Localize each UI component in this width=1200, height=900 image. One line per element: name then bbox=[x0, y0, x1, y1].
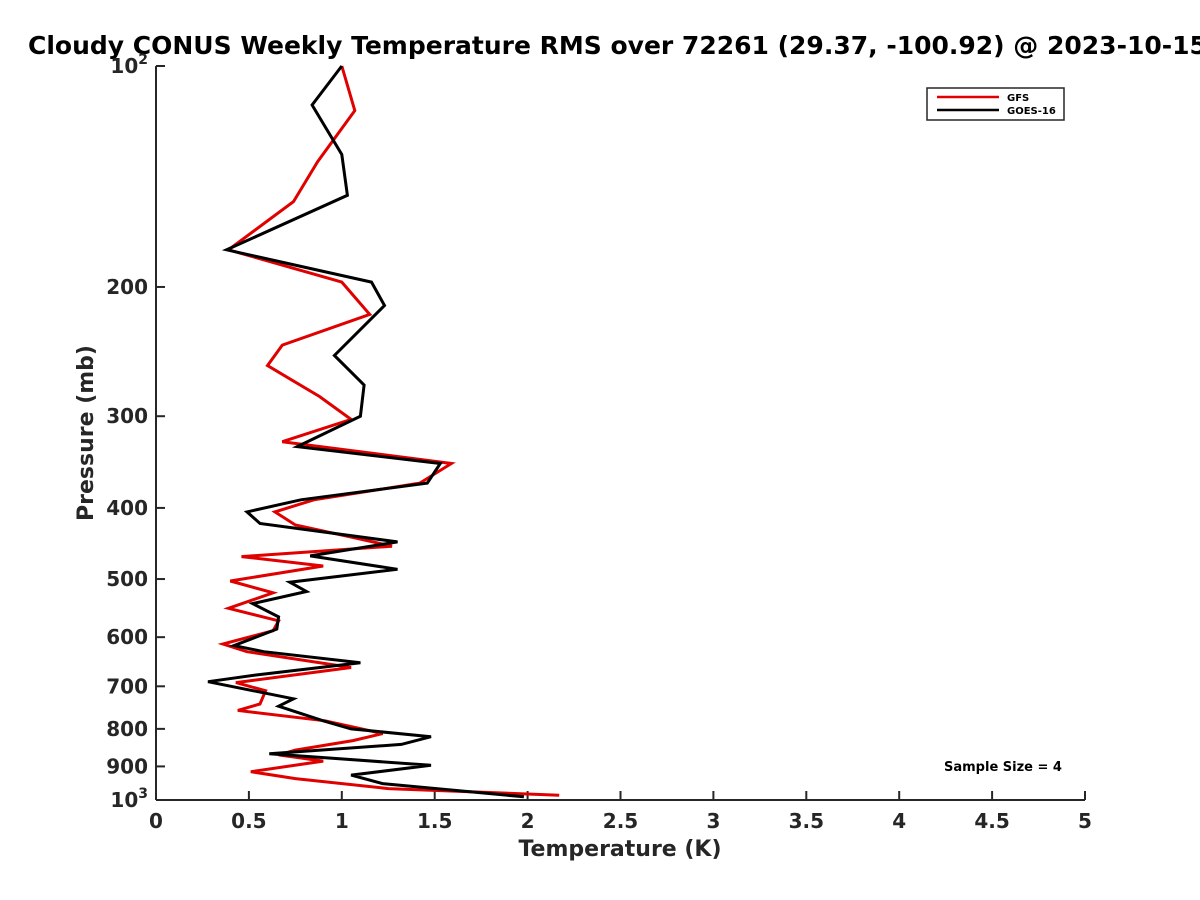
y-tick-exponent: 3 bbox=[138, 786, 148, 802]
x-axis-label: Temperature (K) bbox=[518, 837, 721, 862]
y-tick-exponent: 2 bbox=[138, 52, 148, 68]
x-tick-label: 5 bbox=[1078, 809, 1092, 833]
chart-title: Cloudy CONUS Weekly Temperature RMS over… bbox=[28, 31, 1200, 60]
x-tick-label: 2.5 bbox=[603, 809, 638, 833]
legend: GFS GOES-16 bbox=[926, 87, 1065, 121]
sample-size-annotation: Sample Size = 4 bbox=[944, 760, 1062, 775]
x-tick-label: 1.5 bbox=[417, 809, 452, 833]
x-tick-label: 1 bbox=[335, 809, 349, 833]
y-tick-label: 500 bbox=[106, 567, 148, 591]
x-tick-label: 0.5 bbox=[231, 809, 266, 833]
x-tick-label: 3 bbox=[706, 809, 720, 833]
x-tick-label: 2 bbox=[521, 809, 535, 833]
series-line-gfs bbox=[217, 65, 560, 797]
series-line-goes-16 bbox=[207, 65, 525, 799]
y-tick-label: 200 bbox=[106, 275, 148, 299]
y-tick-label: 400 bbox=[106, 496, 148, 520]
axes: 0 0.5 1 1.5 2 2.5 3 3.5 4 4.5 51022003004005006007… bbox=[106, 52, 1092, 833]
x-tick-label: 4 bbox=[892, 809, 906, 833]
y-tick-label: 102 bbox=[110, 52, 148, 78]
y-tick-label: 800 bbox=[106, 717, 148, 741]
x-tick-label: 4.5 bbox=[974, 809, 1009, 833]
y-tick-label: 900 bbox=[106, 754, 148, 778]
x-tick-label: 0 bbox=[149, 809, 163, 833]
y-tick-label: 600 bbox=[106, 625, 148, 649]
y-axis-label: Pressure (mb) bbox=[74, 345, 99, 521]
legend-box bbox=[926, 87, 1065, 121]
series-layer bbox=[207, 65, 560, 799]
y-tick-base: 10 bbox=[110, 54, 138, 78]
legend-label-gfs: GFS bbox=[1007, 93, 1029, 104]
y-tick-base: 10 bbox=[110, 788, 138, 812]
y-tick-label: 300 bbox=[106, 404, 148, 428]
legend-label-goes-16: GOES-16 bbox=[1007, 106, 1056, 117]
x-tick-label: 3.5 bbox=[789, 809, 824, 833]
y-tick-label: 700 bbox=[106, 674, 148, 698]
y-tick-label: 103 bbox=[110, 786, 148, 812]
